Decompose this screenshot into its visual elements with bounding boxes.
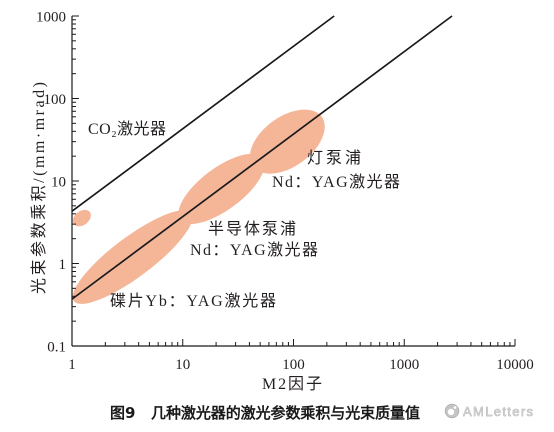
- region-label-4-1: 灯泵浦: [307, 149, 361, 167]
- region-ellipse-2: [72, 210, 193, 304]
- watermark: AMLetters: [444, 403, 534, 419]
- y-tick-label: 0.1: [47, 340, 66, 356]
- x-tick-label: 100: [282, 357, 305, 373]
- watermark-text: AMLetters: [463, 404, 534, 419]
- y-axis-label: 光束参数乘积/(mm·mrad): [30, 82, 48, 294]
- region-label-1-1: CO₂激光器: [88, 120, 166, 138]
- region-label-3-1: 半导体泵浦: [208, 220, 296, 238]
- y-tick-label: 100: [44, 92, 67, 108]
- lines-layer: [71, 15, 453, 300]
- caption-figure-number: 图9: [110, 404, 135, 422]
- region-ellipse-1: [72, 209, 91, 227]
- x-axis-label: M2因子: [262, 375, 322, 393]
- y-tick-label: 1000: [36, 10, 66, 26]
- x-tick-label: 10: [175, 357, 190, 373]
- caption-text: 几种激光器的激光参数乘积与光束质量值: [151, 404, 420, 422]
- line-series-2: [71, 15, 453, 300]
- region-label-2-1: 碟片Yb：YAG激光器: [110, 292, 276, 310]
- y-tick-label: 1: [59, 257, 67, 273]
- x-tick-label: 1000: [389, 357, 419, 373]
- x-tick-label: 1: [68, 357, 76, 373]
- y-tick-label: 10: [51, 175, 66, 191]
- watermark-logo-icon: [444, 403, 460, 419]
- line-series-1: [71, 15, 335, 212]
- region-label-3-2: Nd：YAG激光器: [190, 241, 318, 259]
- x-tick-label: 10000: [496, 357, 534, 373]
- annotations-layer: CO₂激光器碟片Yb：YAG激光器半导体泵浦Nd：YAG激光器灯泵浦Nd：YAG…: [88, 120, 400, 310]
- region-label-4-2: Nd：YAG激光器: [272, 173, 400, 191]
